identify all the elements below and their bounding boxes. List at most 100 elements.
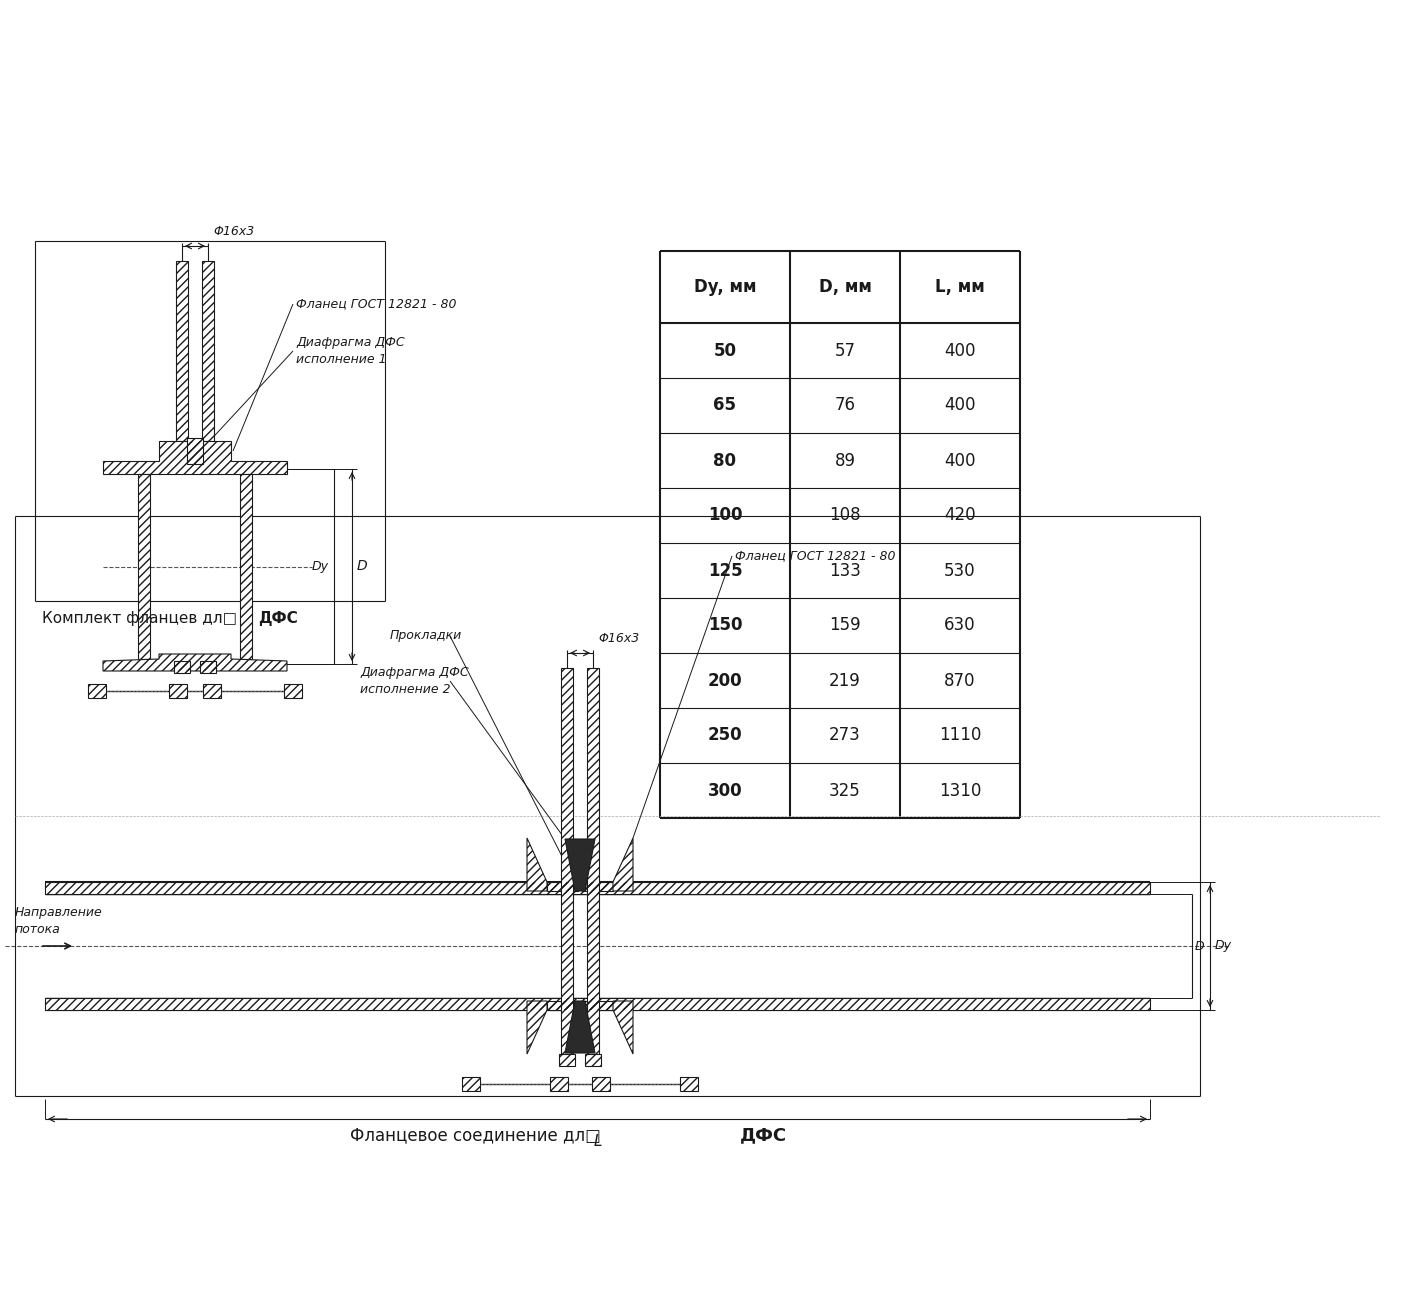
Text: 400: 400 bbox=[945, 396, 976, 415]
Bar bbox=[240, 474, 251, 659]
Bar bbox=[680, 1076, 698, 1091]
Bar bbox=[176, 261, 188, 441]
Text: D: D bbox=[1195, 940, 1205, 953]
Bar bbox=[583, 1001, 585, 1009]
Bar bbox=[548, 882, 576, 891]
Text: Dy, мм: Dy, мм bbox=[694, 278, 757, 296]
Bar bbox=[548, 1001, 576, 1009]
Bar bbox=[585, 1054, 601, 1066]
Bar bbox=[576, 882, 578, 891]
Bar bbox=[174, 661, 190, 672]
Text: 870: 870 bbox=[945, 671, 976, 690]
Text: 250: 250 bbox=[708, 726, 743, 745]
Bar bbox=[585, 882, 614, 891]
Bar bbox=[284, 684, 302, 697]
Bar bbox=[45, 882, 1150, 894]
Bar bbox=[204, 684, 220, 697]
Bar bbox=[585, 1001, 614, 1009]
Text: Фланцевое соединение дл□: Фланцевое соединение дл□ bbox=[350, 1126, 607, 1144]
Text: ДФС: ДФС bbox=[258, 611, 298, 626]
Bar bbox=[45, 998, 1150, 1009]
Text: D: D bbox=[357, 559, 368, 574]
Text: 76: 76 bbox=[834, 396, 855, 415]
Bar bbox=[45, 998, 1150, 1009]
Bar bbox=[199, 661, 216, 672]
Text: 108: 108 bbox=[830, 507, 861, 525]
Bar bbox=[168, 684, 187, 697]
Text: 1310: 1310 bbox=[939, 782, 981, 800]
Bar bbox=[138, 474, 150, 659]
Bar bbox=[176, 261, 188, 441]
Text: 150: 150 bbox=[708, 616, 743, 634]
Text: 159: 159 bbox=[830, 616, 861, 634]
Text: 273: 273 bbox=[830, 726, 861, 745]
Bar bbox=[284, 684, 302, 697]
Bar bbox=[562, 669, 573, 1054]
Polygon shape bbox=[564, 1001, 595, 1053]
Polygon shape bbox=[564, 840, 595, 891]
Text: Фланец ГОСТ 12821 - 80: Фланец ГОСТ 12821 - 80 bbox=[736, 550, 896, 562]
Bar bbox=[585, 1001, 614, 1009]
Text: 133: 133 bbox=[830, 562, 861, 579]
Text: Φ16x3: Φ16x3 bbox=[213, 225, 254, 238]
Text: 1110: 1110 bbox=[939, 726, 981, 745]
Bar bbox=[576, 1001, 578, 1009]
Text: 65: 65 bbox=[713, 396, 737, 415]
Bar bbox=[202, 261, 213, 441]
Bar bbox=[202, 261, 213, 441]
Text: Диафрагма ДФС
исполнение 1: Диафрагма ДФС исполнение 1 bbox=[296, 336, 404, 366]
Bar bbox=[592, 1076, 609, 1091]
Text: 89: 89 bbox=[834, 451, 855, 470]
Bar bbox=[550, 1076, 569, 1091]
Bar bbox=[462, 1076, 480, 1091]
Polygon shape bbox=[614, 1001, 633, 1054]
Text: Фланец ГОСТ 12821 - 80: Фланец ГОСТ 12821 - 80 bbox=[296, 297, 456, 311]
Text: 50: 50 bbox=[713, 341, 737, 359]
Bar bbox=[680, 1076, 698, 1091]
Text: Диафрагма ДФС
исполнение 2: Диафрагма ДФС исполнение 2 bbox=[359, 666, 469, 696]
Bar bbox=[587, 669, 600, 1054]
Bar bbox=[587, 669, 600, 1054]
Text: ДФС: ДФС bbox=[740, 1126, 788, 1144]
Bar bbox=[562, 669, 573, 1054]
Polygon shape bbox=[187, 438, 204, 465]
Text: 400: 400 bbox=[945, 341, 976, 359]
Text: 300: 300 bbox=[708, 782, 743, 800]
Bar bbox=[576, 882, 578, 891]
Text: L, мм: L, мм bbox=[935, 278, 984, 296]
Polygon shape bbox=[614, 838, 633, 891]
Bar bbox=[585, 1054, 601, 1066]
Text: Φ16x3: Φ16x3 bbox=[598, 632, 639, 645]
Text: D, мм: D, мм bbox=[819, 278, 872, 296]
Text: 100: 100 bbox=[708, 507, 743, 525]
Text: Dy: Dy bbox=[1214, 940, 1231, 953]
Bar bbox=[576, 1001, 578, 1009]
Bar bbox=[559, 1054, 576, 1066]
Text: 325: 325 bbox=[830, 782, 861, 800]
Bar bbox=[583, 1001, 585, 1009]
Bar bbox=[174, 661, 190, 672]
Bar bbox=[240, 474, 251, 659]
Bar bbox=[548, 882, 576, 891]
Polygon shape bbox=[526, 1001, 548, 1054]
Bar bbox=[585, 882, 614, 891]
Text: L: L bbox=[594, 1134, 602, 1149]
Text: 630: 630 bbox=[943, 616, 976, 634]
Bar bbox=[138, 474, 150, 659]
Text: 530: 530 bbox=[943, 562, 976, 579]
Bar bbox=[559, 1054, 576, 1066]
Bar bbox=[550, 1076, 569, 1091]
Bar bbox=[204, 684, 220, 697]
Polygon shape bbox=[102, 654, 286, 671]
Bar bbox=[88, 684, 105, 697]
Bar bbox=[88, 684, 105, 697]
Text: Направление
потока: Направление потока bbox=[15, 905, 102, 936]
Bar bbox=[168, 684, 187, 697]
Text: 80: 80 bbox=[713, 451, 737, 470]
Text: 125: 125 bbox=[708, 562, 743, 579]
Bar bbox=[592, 1076, 609, 1091]
Text: 57: 57 bbox=[834, 341, 855, 359]
Bar bbox=[583, 882, 585, 891]
Text: 219: 219 bbox=[830, 671, 861, 690]
Text: 200: 200 bbox=[708, 671, 743, 690]
